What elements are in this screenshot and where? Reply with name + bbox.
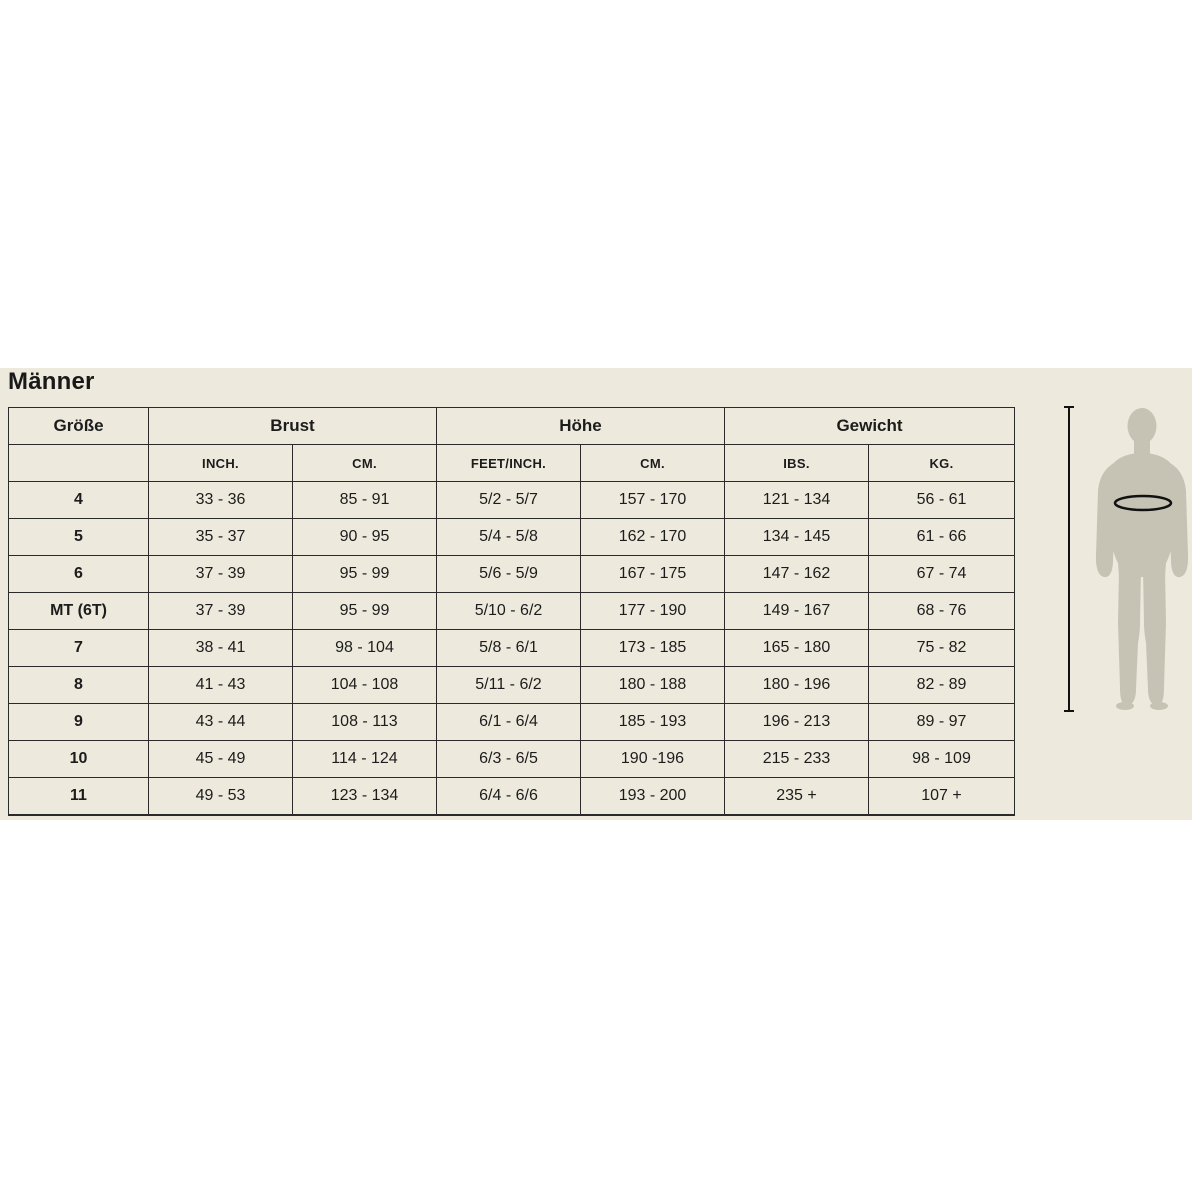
- table-cell: 235 +: [724, 777, 869, 816]
- table-cell: 134 - 145: [724, 518, 869, 556]
- size-cell: 7: [8, 629, 149, 667]
- size-cell: 8: [8, 666, 149, 704]
- table-cell: 35 - 37: [148, 518, 293, 556]
- table-row: 6 37 - 39 95 - 99 5/6 - 5/9 167 - 175 147 - 1…: [8, 555, 1015, 593]
- sub-header-empty: [8, 444, 149, 482]
- size-cell: MT (6T): [8, 592, 149, 630]
- table-header: Größe Brust Höhe Gewicht INCH. CM. FEET/…: [8, 407, 1015, 482]
- table-cell: 89 - 97: [868, 703, 1015, 741]
- table-cell: 5/8 - 6/1: [436, 629, 581, 667]
- table-cell: 85 - 91: [292, 481, 437, 519]
- height-measure-line: [1064, 406, 1074, 712]
- table-cell: 121 - 134: [724, 481, 869, 519]
- table-cell: 6/1 - 6/4: [436, 703, 581, 741]
- table-cell: 157 - 170: [580, 481, 725, 519]
- group-header-row: Größe Brust Höhe Gewicht: [8, 407, 1015, 445]
- table-row: MT (6T) 37 - 39 95 - 99 5/10 - 6/2 177 - 190…: [8, 592, 1015, 630]
- table-cell: 49 - 53: [148, 777, 293, 816]
- table-cell: 68 - 76: [868, 592, 1015, 630]
- table-cell: 173 - 185: [580, 629, 725, 667]
- table-cell: 167 - 175: [580, 555, 725, 593]
- table-cell: 75 - 82: [868, 629, 1015, 667]
- table-row: 10 45 - 49 114 - 124 6/3 - 6/5 190 -196 215 -…: [8, 740, 1015, 778]
- table-cell: 98 - 104: [292, 629, 437, 667]
- size-cell: 9: [8, 703, 149, 741]
- table-cell: 165 - 180: [724, 629, 869, 667]
- sub-header-chest-cm: CM.: [292, 444, 437, 482]
- table-cell: 90 - 95: [292, 518, 437, 556]
- table-cell: 37 - 39: [148, 555, 293, 593]
- table-cell: 196 - 213: [724, 703, 869, 741]
- size-table: Größe Brust Höhe Gewicht INCH. CM. FEET/…: [8, 407, 1015, 816]
- table-row: 9 43 - 44 108 - 113 6/1 - 6/4 185 - 193 196 -…: [8, 703, 1015, 741]
- table-cell: 41 - 43: [148, 666, 293, 704]
- size-cell: 6: [8, 555, 149, 593]
- body-silhouette: [1095, 408, 1189, 710]
- chest-circumference-ellipse: [1113, 494, 1173, 512]
- table-cell: 5/11 - 6/2: [436, 666, 581, 704]
- table-cell: 108 - 113: [292, 703, 437, 741]
- page-title: Männer: [8, 368, 95, 395]
- table-cell: 6/3 - 6/5: [436, 740, 581, 778]
- table-cell: 215 - 233: [724, 740, 869, 778]
- column-group-size: Größe: [8, 407, 149, 445]
- table-row: 4 33 - 36 85 - 91 5/2 - 5/7 157 - 170 121 - 1…: [8, 481, 1015, 519]
- size-cell: 11: [8, 777, 149, 816]
- table-cell: 82 - 89: [868, 666, 1015, 704]
- sub-header-weight-kg: KG.: [868, 444, 1015, 482]
- table-cell: 5/6 - 5/9: [436, 555, 581, 593]
- sub-header-weight-lbs: IBS.: [724, 444, 869, 482]
- sub-header-row: INCH. CM. FEET/INCH. CM. IBS. KG.: [8, 444, 1015, 482]
- table-cell: 33 - 36: [148, 481, 293, 519]
- table-row: 11 49 - 53 123 - 134 6/4 - 6/6 193 - 200 235 …: [8, 777, 1015, 816]
- table-cell: 95 - 99: [292, 592, 437, 630]
- table-cell: 45 - 49: [148, 740, 293, 778]
- table-cell: 149 - 167: [724, 592, 869, 630]
- table-cell: 5/2 - 5/7: [436, 481, 581, 519]
- table-cell: 162 - 170: [580, 518, 725, 556]
- table-cell: 5/4 - 5/8: [436, 518, 581, 556]
- table-cell: 37 - 39: [148, 592, 293, 630]
- size-cell: 5: [8, 518, 149, 556]
- sub-header-chest-inch: INCH.: [148, 444, 293, 482]
- column-group-chest: Brust: [148, 407, 437, 445]
- table-cell: 38 - 41: [148, 629, 293, 667]
- table-cell: 95 - 99: [292, 555, 437, 593]
- table-cell: 43 - 44: [148, 703, 293, 741]
- table-row: 5 35 - 37 90 - 95 5/4 - 5/8 162 - 170 134 - 1…: [8, 518, 1015, 556]
- table-cell: 107 +: [868, 777, 1015, 816]
- table-row: 7 38 - 41 98 - 104 5/8 - 6/1 173 - 185 165 - …: [8, 629, 1015, 667]
- table-cell: 177 - 190: [580, 592, 725, 630]
- table-cell: 180 - 188: [580, 666, 725, 704]
- table-cell: 180 - 196: [724, 666, 869, 704]
- table-cell: 185 - 193: [580, 703, 725, 741]
- table-cell: 6/4 - 6/6: [436, 777, 581, 816]
- table-cell: 56 - 61: [868, 481, 1015, 519]
- table-row: 8 41 - 43 104 - 108 5/11 - 6/2 180 - 188 180 …: [8, 666, 1015, 704]
- size-cell: 10: [8, 740, 149, 778]
- table-cell: 98 - 109: [868, 740, 1015, 778]
- table-cell: 114 - 124: [292, 740, 437, 778]
- table-cell: 5/10 - 6/2: [436, 592, 581, 630]
- body-figure: [1095, 408, 1189, 710]
- table-cell: 123 - 134: [292, 777, 437, 816]
- column-group-weight: Gewicht: [724, 407, 1015, 445]
- table-body: 4 33 - 36 85 - 91 5/2 - 5/7 157 - 170 121 - 1…: [8, 481, 1015, 816]
- table-cell: 193 - 200: [580, 777, 725, 816]
- column-group-height: Höhe: [436, 407, 725, 445]
- table-cell: 61 - 66: [868, 518, 1015, 556]
- size-cell: 4: [8, 481, 149, 519]
- table-cell: 67 - 74: [868, 555, 1015, 593]
- sub-header-height-cm: CM.: [580, 444, 725, 482]
- table-cell: 147 - 162: [724, 555, 869, 593]
- table-cell: 190 -196: [580, 740, 725, 778]
- table-cell: 104 - 108: [292, 666, 437, 704]
- sub-header-height-feet: FEET/INCH.: [436, 444, 581, 482]
